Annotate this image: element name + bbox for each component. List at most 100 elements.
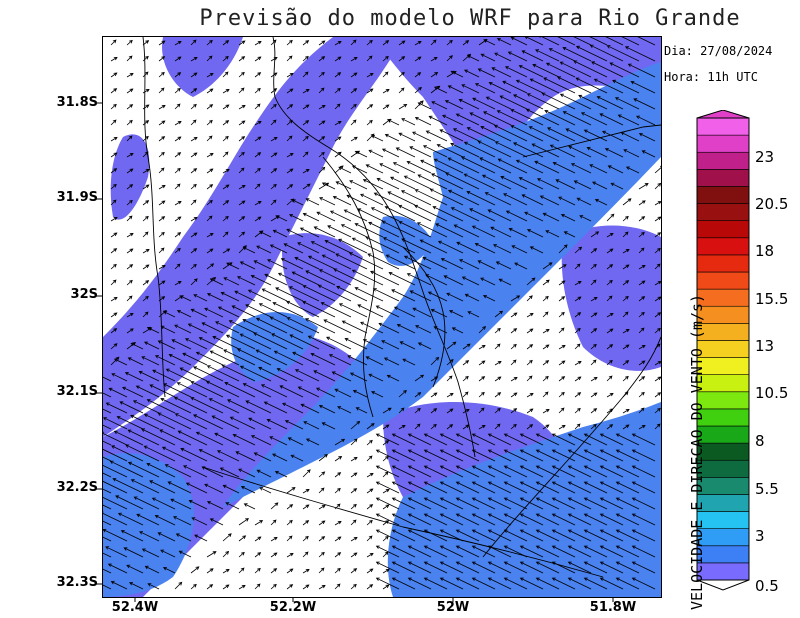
- wind-arrow: [375, 497, 400, 510]
- wind-arrow: [351, 165, 368, 174]
- wind-arrow: [558, 296, 566, 302]
- wind-arrow: [204, 307, 224, 318]
- wind-arrow: [461, 156, 496, 174]
- wind-arrow: [350, 136, 358, 142]
- wind-arrow: [334, 72, 342, 78]
- wind-arrow: [430, 56, 438, 62]
- wind-arrow: [110, 136, 118, 142]
- wind-arrow: [337, 406, 352, 414]
- wind-arrow: [297, 242, 320, 254]
- wind-arrow: [318, 405, 336, 414]
- wind-arrow: [313, 370, 336, 382]
- wind-arrow: [622, 360, 630, 366]
- wind-arrow: [528, 126, 560, 142]
- wind-arrow: [654, 232, 661, 238]
- wind-arrow: [391, 513, 416, 526]
- wind-arrow: [275, 287, 304, 302]
- wind-arrow: [622, 280, 630, 286]
- wind-arrow: [439, 545, 464, 558]
- wind-arrow: [606, 213, 615, 222]
- wind-arrow: [290, 454, 304, 462]
- wind-arrow: [190, 168, 198, 174]
- wind-arrow: [270, 536, 278, 542]
- wind-arrow: [599, 465, 624, 478]
- wind-arrow: [126, 199, 133, 206]
- wind-arrow: [160, 325, 176, 334]
- wind-arrow: [316, 387, 336, 398]
- wind-arrow: [370, 207, 400, 222]
- wind-arrow: [302, 120, 310, 126]
- wind-arrow: [334, 536, 342, 542]
- wind-arrow: [544, 110, 576, 126]
- wind-arrow: [376, 177, 400, 190]
- wind-arrow: [206, 263, 215, 270]
- wind-arrow: [654, 327, 661, 334]
- wind-arrow: [402, 358, 416, 366]
- wind-arrow: [126, 119, 133, 126]
- wind-arrow: [190, 72, 198, 78]
- wind-arrow: [583, 433, 608, 446]
- wind-arrow: [620, 131, 640, 142]
- wind-arrow: [272, 302, 304, 318]
- wind-arrow: [430, 39, 437, 46]
- wind-arrow: [519, 545, 544, 558]
- wind-arrow: [362, 179, 384, 190]
- wind-arrow: [334, 151, 342, 158]
- wind-arrow: [154, 515, 176, 526]
- wind-arrow: [130, 414, 160, 430]
- wind-arrow: [350, 503, 357, 510]
- wind-arrow: [638, 391, 645, 398]
- wind-arrow: [362, 339, 384, 350]
- colorbar-strip: [696, 203, 750, 221]
- wind-arrow: [286, 39, 293, 46]
- wind-arrow: [238, 56, 246, 62]
- wind-arrow: [478, 407, 485, 414]
- wind-arrow: [116, 416, 144, 430]
- wind-arrow: [126, 88, 134, 94]
- wind-arrow: [654, 165, 661, 174]
- wind-arrow: [654, 392, 661, 398]
- wind-arrow: [599, 513, 624, 526]
- wind-arrow: [455, 481, 480, 494]
- colorbar-top-cap: [696, 110, 750, 119]
- wind-arrow: [551, 481, 576, 494]
- wind-arrow: [519, 561, 544, 574]
- wind-arrow: [604, 148, 624, 158]
- wind-arrow: [542, 424, 550, 430]
- wind-arrow: [227, 399, 256, 414]
- wind-arrow: [328, 354, 352, 366]
- wind-arrow: [122, 386, 144, 398]
- wind-arrow: [174, 120, 182, 126]
- wind-arrow: [302, 40, 310, 46]
- wind-arrow: [269, 436, 288, 446]
- wind-arrow: [110, 56, 118, 62]
- colorbar-label: 15.5: [755, 290, 789, 308]
- wind-arrow: [567, 465, 592, 478]
- wind-arrow: [326, 336, 352, 350]
- wind-arrow: [631, 545, 656, 558]
- colorbar-label: 23: [755, 148, 775, 166]
- wind-arrow: [335, 181, 352, 190]
- wind-arrow: [329, 210, 352, 222]
- wind-map[interactable]: [102, 36, 662, 598]
- wind-arrow: [477, 260, 496, 270]
- wind-arrow: [531, 143, 560, 158]
- wind-arrow: [439, 577, 464, 590]
- y-tick-label: 32.1S: [56, 384, 98, 399]
- wind-arrow: [622, 344, 630, 350]
- wind-arrow: [270, 519, 277, 526]
- wind-arrow: [542, 295, 549, 302]
- wind-arrow: [334, 40, 342, 46]
- wind-arrow: [407, 529, 432, 542]
- wind-arrow: [638, 296, 646, 302]
- wind-arrow: [631, 513, 656, 526]
- wind-arrow: [436, 144, 464, 158]
- wind-arrow: [638, 183, 649, 190]
- wind-arrow: [423, 513, 448, 526]
- wind-arrow: [406, 273, 432, 286]
- wind-arrow: [562, 47, 592, 62]
- wind-arrow: [455, 545, 480, 558]
- wind-arrow: [423, 433, 448, 446]
- wind-arrow: [366, 88, 374, 94]
- wind-arrow: [386, 374, 400, 382]
